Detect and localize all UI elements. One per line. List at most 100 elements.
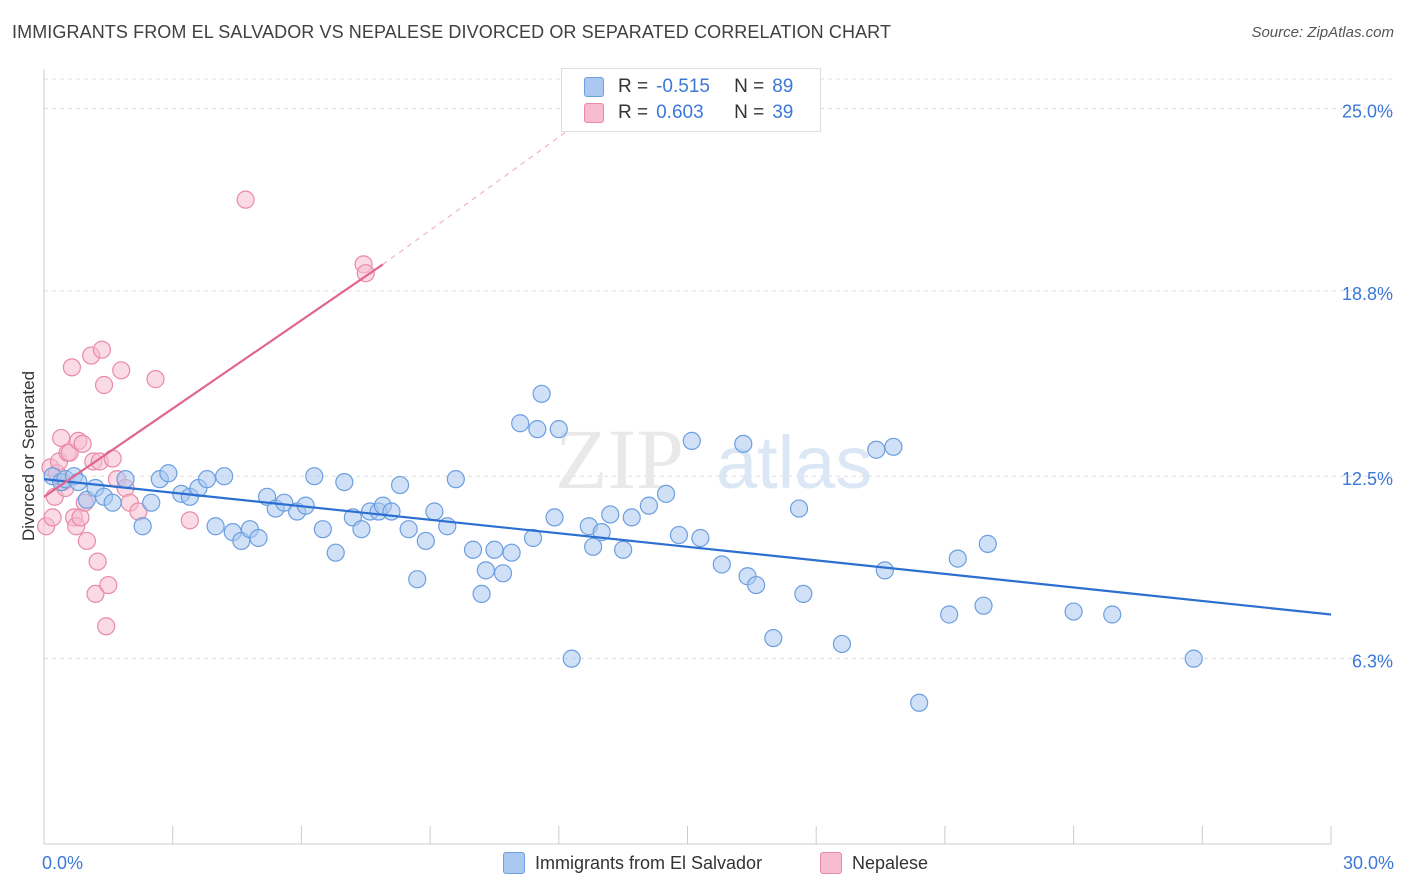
legend-row-pink: R = 0.603 N = 39 bbox=[584, 101, 793, 125]
el-salvador-point bbox=[399, 520, 418, 539]
el-salvador-point bbox=[1184, 649, 1203, 668]
el-salvador-point bbox=[601, 505, 620, 524]
r-label: R = bbox=[618, 102, 649, 123]
y-axis-label: Divorced or Separated bbox=[19, 371, 38, 541]
el-salvador-swatch bbox=[503, 852, 525, 874]
el-salvador-point bbox=[249, 528, 268, 548]
el-salvador-point bbox=[103, 493, 122, 512]
el-salvador-point bbox=[764, 628, 783, 648]
n-label: N = bbox=[734, 76, 765, 97]
series-legend: Immigrants from El Salvador Nepalese bbox=[0, 852, 1406, 878]
x-tick-label-max: 30.0% bbox=[1343, 853, 1394, 873]
legend-item-el-salvador[interactable]: Immigrants from El Salvador bbox=[503, 852, 762, 874]
nepalese-point bbox=[88, 552, 107, 571]
el-salvador-point bbox=[142, 493, 161, 512]
el-salvador-point bbox=[656, 484, 676, 503]
pink-r-value: 0.603 bbox=[656, 102, 704, 123]
n-label: N = bbox=[734, 102, 765, 123]
blue-r-value: -0.515 bbox=[656, 76, 710, 97]
blue-swatch bbox=[584, 77, 604, 97]
el-salvador-point bbox=[884, 437, 903, 456]
trend-line-el-salvador bbox=[43, 478, 1332, 616]
nepalese-swatch bbox=[820, 852, 842, 874]
el-salvador-point bbox=[549, 420, 568, 439]
source-label: Source: ZipAtlas.com bbox=[1251, 24, 1394, 41]
nepalese-point bbox=[180, 511, 199, 530]
el-salvador-point bbox=[408, 570, 427, 589]
el-salvador-point bbox=[712, 555, 731, 574]
stats-legend: R = -0.515 N = 89 R = 0.603 N = 39 bbox=[561, 68, 821, 132]
el-salvador-point bbox=[867, 440, 886, 459]
nepalese-point bbox=[73, 434, 92, 453]
legend-label-el-salvador: Immigrants from El Salvador bbox=[535, 852, 763, 873]
el-salvador-point bbox=[416, 531, 435, 551]
pink-swatch bbox=[584, 103, 604, 123]
el-salvador-point bbox=[682, 431, 701, 451]
nepalese-point bbox=[97, 617, 116, 636]
el-salvador-point bbox=[1064, 602, 1083, 621]
y-tick-label: 12.5% bbox=[1342, 469, 1393, 489]
el-salvador-point bbox=[502, 543, 521, 562]
el-salvador-point bbox=[794, 584, 813, 604]
el-salvador-point bbox=[940, 605, 959, 624]
legend-label-nepalese: Nepalese bbox=[852, 852, 929, 873]
el-salvador-point bbox=[159, 464, 178, 483]
el-salvador-point bbox=[528, 420, 547, 439]
el-salvador-point bbox=[614, 540, 633, 559]
el-salvador-point bbox=[532, 384, 551, 403]
nepalese-point bbox=[112, 361, 131, 380]
el-salvador-point bbox=[472, 584, 491, 604]
blue-n-value: 89 bbox=[772, 76, 794, 97]
el-salvador-point bbox=[425, 502, 444, 521]
nepalese-point bbox=[77, 531, 97, 551]
el-salvador-point bbox=[622, 508, 641, 527]
el-salvador-point bbox=[352, 520, 371, 539]
el-salvador-point bbox=[974, 596, 993, 615]
el-salvador-point bbox=[511, 414, 530, 433]
el-salvador-point bbox=[476, 561, 495, 580]
y-tick-label: 18.8% bbox=[1342, 284, 1393, 304]
nepalese-point bbox=[92, 340, 112, 359]
el-salvador-point bbox=[326, 543, 345, 562]
tick-labels: 6.3% 12.5% 18.8% 25.0% 0.0% 30.0% bbox=[42, 101, 1394, 873]
el-salvador-point bbox=[639, 496, 658, 515]
el-salvador-point bbox=[463, 540, 483, 559]
nepalese-point bbox=[236, 190, 255, 209]
el-salvador-point bbox=[747, 575, 766, 595]
nepalese-point bbox=[146, 370, 165, 389]
trend-line-nepalese bbox=[43, 263, 384, 498]
y-tick-label: 6.3% bbox=[1352, 652, 1393, 672]
nepalese-point bbox=[43, 508, 62, 527]
el-salvador-point bbox=[734, 434, 753, 453]
legend-item-nepalese[interactable]: Nepalese bbox=[820, 852, 928, 874]
el-salvador-point bbox=[545, 508, 564, 527]
el-salvador-point bbox=[669, 525, 689, 545]
nepalese-point bbox=[356, 264, 375, 283]
el-salvador-point bbox=[197, 470, 217, 489]
el-salvador-point bbox=[446, 470, 465, 489]
el-salvador-point bbox=[215, 467, 234, 486]
chart-title: IMMIGRANTS FROM EL SALVADOR VS NEPALESE … bbox=[12, 22, 892, 42]
x-tick-label-min: 0.0% bbox=[42, 853, 83, 873]
legend-row-blue: R = -0.515 N = 89 bbox=[584, 75, 793, 99]
nepalese-point bbox=[86, 584, 105, 604]
nepalese-point bbox=[99, 575, 118, 595]
nepalese-point bbox=[94, 375, 114, 395]
y-tick-label: 25.0% bbox=[1342, 101, 1393, 121]
el-salvador-point bbox=[116, 470, 135, 489]
el-salvador-point bbox=[562, 649, 581, 668]
el-salvador-point bbox=[493, 564, 513, 583]
el-salvador-point bbox=[390, 475, 410, 495]
el-salvador-point bbox=[485, 540, 504, 559]
el-salvador-point bbox=[305, 467, 324, 486]
el-salvador-point bbox=[910, 693, 929, 712]
el-salvador-point bbox=[1103, 605, 1122, 624]
el-salvador-point bbox=[832, 634, 852, 654]
el-salvador-point bbox=[206, 517, 225, 536]
el-salvador-point bbox=[584, 537, 603, 556]
el-salvador-point bbox=[691, 528, 710, 548]
el-salvador-point bbox=[875, 561, 894, 580]
r-label: R = bbox=[618, 76, 649, 97]
watermark: ZIP atlas bbox=[555, 411, 872, 507]
